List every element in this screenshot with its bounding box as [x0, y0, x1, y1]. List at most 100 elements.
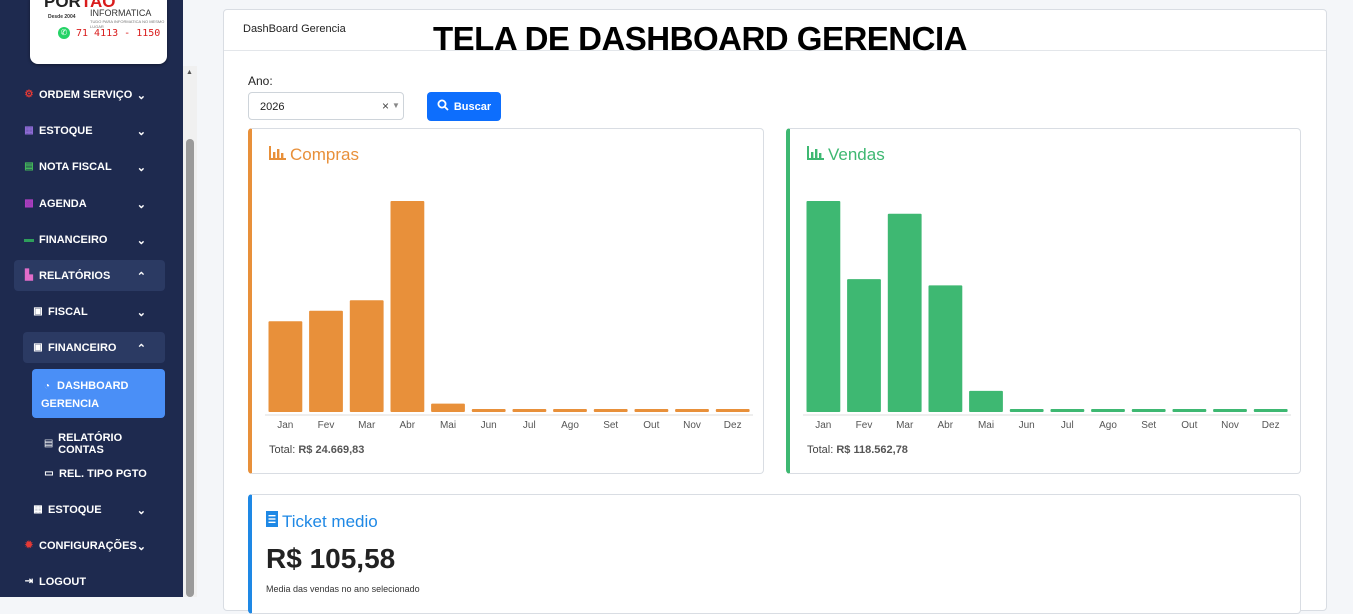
vendas-chart-card: Vendas Jan Fev Mar Abr Mai Jun Jul Ago Set Out Nov…: [786, 128, 1301, 474]
vendas-bar-abr[interactable]: [928, 285, 963, 412]
vendas-total: Total: R$ 118.562,78: [807, 444, 908, 456]
sidebar-item-relatorio-contas[interactable]: ▤ RELATÓRIO CONTAS: [43, 432, 163, 456]
sidebar-item-financeiro-sub[interactable]: ▣ FINANCEIRO ⌃: [32, 342, 146, 355]
sidebar-item-label: REL. TIPO PGTO: [59, 468, 147, 480]
sidebar-scrollbar[interactable]: ▲: [183, 66, 197, 597]
vendas-bar-out[interactable]: [1172, 409, 1207, 412]
vendas-bar-dez[interactable]: [1253, 409, 1288, 412]
compras-total-value: R$ 24.669,83: [298, 444, 365, 456]
dashboard-active-bg: [32, 369, 165, 418]
chevron-up-icon: ⌃: [136, 270, 146, 283]
file-icon: ▤: [24, 161, 34, 172]
sidebar-item-label: LOGOUT: [39, 576, 87, 588]
compras-tick-label: Mar: [358, 420, 376, 431]
sidebar-item-logout[interactable]: ⇥ LOGOUT: [23, 576, 146, 588]
search-icon: [437, 99, 449, 114]
compras-bar-mar[interactable]: [349, 300, 384, 412]
file-icon: ▤: [43, 438, 54, 449]
compras-bar-set[interactable]: [593, 409, 628, 412]
sidebar-item-rel-tipo-pgto[interactable]: ▭ REL. TIPO PGTO: [43, 468, 163, 480]
ticket-title: Ticket medio: [266, 511, 378, 532]
compras-plot: Jan Fev Mar Abr Mai Jun Jul Ago Set Out Nov Dez: [265, 201, 753, 431]
sidebar-item-relatorios[interactable]: ▙ RELATÓRIOS ⌃: [23, 270, 146, 283]
logout-icon: ⇥: [24, 576, 34, 587]
money-icon: ▣: [33, 342, 43, 353]
scroll-up-icon[interactable]: ▲: [186, 69, 193, 76]
chevron-down-icon: ⌄: [136, 198, 146, 211]
vendas-tick-label: Abr: [938, 420, 954, 431]
sidebar-item-fiscal[interactable]: ▣ FISCAL ⌄: [32, 306, 146, 319]
compras-total-label: Total:: [269, 444, 296, 456]
ano-select-value: 2026: [260, 101, 285, 113]
compras-bar-nov[interactable]: [675, 409, 709, 412]
vendas-bar-jun[interactable]: [1009, 409, 1044, 412]
compras-bar-jan[interactable]: [268, 321, 303, 412]
sidebar-item-label: FINANCEIRO: [48, 342, 117, 354]
buscar-button[interactable]: Buscar: [427, 92, 501, 121]
vendas-title: Vendas: [807, 145, 885, 165]
scrollbar-thumb[interactable]: [186, 139, 194, 597]
vendas-bar-ago[interactable]: [1091, 409, 1125, 412]
vendas-tick-label: Jan: [815, 420, 831, 431]
compras-bar-mai[interactable]: [431, 403, 465, 412]
logo-since: Desde 2004: [48, 14, 76, 20]
compras-tick-label: Jan: [277, 420, 293, 431]
ticket-value: R$ 105,58: [266, 543, 396, 574]
vendas-tick-label: Ago: [1099, 420, 1117, 431]
sidebar-item-estoque[interactable]: ▦ ESTOQUE ⌄: [23, 125, 146, 138]
vendas-bar-set[interactable]: [1131, 409, 1166, 412]
compras-bar-dez[interactable]: [715, 409, 750, 412]
sidebar-item-ordem-servico[interactable]: ⚙ ORDEM SERVIÇO ⌄: [23, 89, 146, 102]
sidebar-item-agenda[interactable]: ▩ AGENDA ⌄: [23, 198, 146, 211]
bar-chart-icon: [807, 145, 824, 165]
logo-name: PORTAO: [44, 0, 116, 11]
chevron-down-icon[interactable]: ▼: [392, 101, 400, 110]
vendas-tick-label: Dez: [1262, 420, 1280, 431]
vendas-bar-nov[interactable]: [1213, 409, 1247, 412]
compras-bar-ago[interactable]: [553, 409, 587, 412]
sidebar-item-dashboard-gerencia[interactable]: ◔ DASHBOARD GERENCIA: [41, 377, 141, 413]
financeiro-sub-active-bg: [23, 332, 165, 363]
chevron-down-icon: ⌄: [136, 504, 146, 517]
compras-bar-fev[interactable]: [309, 310, 343, 412]
relatorios-active-bg: [14, 260, 165, 291]
buscar-label: Buscar: [453, 100, 492, 113]
vendas-tick-label: Nov: [1221, 420, 1239, 431]
bar-chart-icon: [269, 145, 286, 165]
sidebar-item-estoque-sub[interactable]: ▦ ESTOQUE ⌄: [32, 504, 146, 517]
compras-bar-abr[interactable]: [390, 201, 425, 412]
vendas-bar-mai[interactable]: [969, 390, 1003, 412]
compras-bar-jul[interactable]: [512, 409, 547, 412]
gear-icon: ✹: [24, 540, 34, 551]
card-title: DashBoard Gerencia: [243, 23, 346, 35]
vendas-bar-mar[interactable]: [887, 213, 922, 412]
compras-tick-label: Set: [603, 420, 618, 431]
compras-tick-label: Dez: [724, 420, 742, 431]
compras-tick-label: Mai: [440, 420, 456, 431]
compras-chart-card: Compras Jan Fev Mar Abr Mai Jun Jul Ago Set Out No…: [248, 128, 764, 474]
money-icon: ▬: [24, 234, 34, 245]
page-title: TELA DE DASHBOARD GERENCIA: [433, 20, 967, 57]
vendas-bar-fev[interactable]: [847, 279, 881, 412]
clear-icon[interactable]: ×: [382, 99, 390, 113]
vendas-total-value: R$ 118.562,78: [836, 444, 908, 456]
compras-title: Compras: [269, 145, 359, 165]
boxes-icon: ▦: [33, 504, 43, 515]
sidebar-item-financeiro[interactable]: ▬ FINANCEIRO ⌄: [23, 234, 146, 247]
sidebar-item-label: ORDEM SERVIÇO: [39, 89, 133, 101]
vendas-bar-jul[interactable]: [1050, 409, 1085, 412]
gauge-icon: ◔: [43, 381, 51, 392]
sidebar-item-nota-fiscal[interactable]: ▤ NOTA FISCAL ⌄: [23, 161, 146, 174]
vendas-bar-jan[interactable]: [806, 201, 841, 412]
ano-select[interactable]: 2026 × ▼: [248, 92, 404, 120]
compras-bar-out[interactable]: [634, 409, 669, 412]
sidebar-item-label: AGENDA: [39, 198, 87, 210]
gears-icon: ⚙: [24, 89, 34, 100]
compras-bar-jun[interactable]: [471, 409, 506, 412]
vendas-tick-label: Out: [1181, 420, 1197, 431]
compras-tick-label: Jul: [523, 420, 536, 431]
sidebar-item-configuracoes[interactable]: ✹ CONFIGURAÇÕES ⌄: [23, 540, 146, 553]
sidebar-item-label: CONFIGURAÇÕES: [39, 540, 137, 552]
compras-tick-label: Nov: [683, 420, 701, 431]
sidebar-item-label: FISCAL: [48, 306, 88, 318]
